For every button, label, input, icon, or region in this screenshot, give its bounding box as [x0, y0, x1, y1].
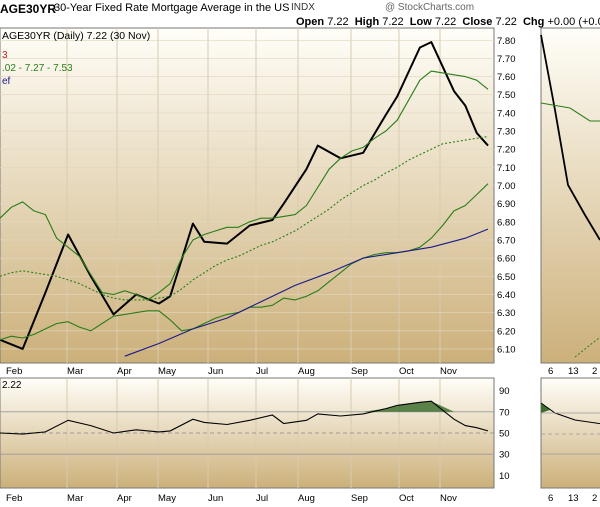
rsi-label: 2.22 — [2, 380, 22, 391]
legend-line-4: ef — [2, 76, 11, 87]
rsi-x-tick-label: Feb — [6, 493, 22, 504]
y-tick-label: 6.80 — [497, 217, 516, 228]
rsi-x-tick-label: Jul — [256, 493, 268, 504]
rsi-y-tick-label: 90 — [499, 386, 510, 397]
exchange-label: INDX — [291, 2, 315, 13]
rsi-x-tick-label: Oct — [399, 493, 414, 504]
y-tick-label: 7.40 — [497, 108, 516, 119]
right-upper-band-line — [540, 102, 600, 122]
x-tick-label: May — [158, 366, 176, 377]
right-rsi-line — [540, 402, 600, 425]
y-tick-label: 6.40 — [497, 290, 516, 301]
x-tick-label: Jun — [208, 366, 223, 377]
legend-line-3: .02 - 7.27 - 7.53 — [2, 63, 73, 74]
rsi-x-tick-label: Apr — [117, 493, 132, 504]
right-x-tick-label: 13 — [568, 366, 579, 377]
right-rsi-x-tick-label: 6 — [548, 493, 553, 504]
y-tick-label: 7.00 — [497, 181, 516, 192]
y-tick-label: 7.50 — [497, 90, 516, 101]
y-tick-label: 6.60 — [497, 254, 516, 265]
y-tick-label: 6.50 — [497, 272, 516, 283]
x-tick-label: Apr — [117, 366, 132, 377]
y-tick-label: 6.70 — [497, 235, 516, 246]
copyright-text: @ StockCharts.com — [385, 2, 475, 13]
rsi-x-tick-label: Mar — [67, 493, 83, 504]
price-line — [0, 41, 489, 350]
bollinger-upper-line — [0, 70, 489, 301]
right-rsi-plot-background — [540, 377, 600, 489]
y-tick-label: 7.70 — [497, 54, 516, 65]
rsi-x-tick-label: Sep — [351, 493, 368, 504]
price-plot-background — [0, 27, 495, 364]
rsi-overbought-fill — [0, 401, 488, 412]
legend-line-2: 3 — [2, 50, 8, 61]
y-tick-label: 7.30 — [497, 127, 516, 138]
y-tick-label: 6.90 — [497, 199, 516, 210]
rsi-x-tick-label: Aug — [298, 493, 315, 504]
y-tick-label: 7.10 — [497, 163, 516, 174]
y-tick-label: 6.10 — [497, 344, 516, 355]
rsi-y-tick-label: 10 — [499, 471, 510, 482]
ticker-symbol: AGE30YR — [0, 2, 57, 16]
sma200-line — [124, 228, 489, 357]
rsi-y-tick-label: 70 — [499, 407, 510, 418]
right-x-tick-label: 6 — [548, 366, 553, 377]
right-rsi-x-tick-label: 13 — [568, 493, 579, 504]
legend-line-1: AGE30YR (Daily) 7.22 (30 Nov) — [2, 30, 150, 42]
rsi-y-tick-label: 30 — [499, 450, 510, 461]
ohlc-readout: Open 7.22 High 7.22 Low 7.22 Close 7.22 … — [296, 16, 600, 28]
rsi-line — [0, 400, 489, 435]
sma50-line — [0, 135, 489, 301]
y-tick-label: 7.60 — [497, 72, 516, 83]
y-tick-label: 6.30 — [497, 308, 516, 319]
rsi-x-tick-label: Nov — [440, 493, 457, 504]
x-tick-label: Feb — [6, 366, 22, 377]
x-tick-label: Mar — [67, 366, 83, 377]
rsi-x-tick-label: May — [158, 493, 176, 504]
y-tick-label: 7.80 — [497, 36, 516, 47]
right-x-tick-label: 2 — [592, 366, 597, 377]
y-tick-label: 6.20 — [497, 326, 516, 337]
rsi-x-tick-label: Jun — [208, 493, 223, 504]
x-tick-label: Jul — [256, 366, 268, 377]
right-rsi-fill — [541, 403, 550, 413]
right-price-line — [540, 34, 600, 241]
rsi-y-tick-label: 50 — [499, 429, 510, 440]
x-tick-label: Nov — [440, 366, 457, 377]
y-tick-label: 7.20 — [497, 145, 516, 156]
x-tick-label: Aug — [298, 366, 315, 377]
right-rsi-x-tick-label: 2 — [592, 493, 597, 504]
chart-description: 30-Year Fixed Rate Mortgage Average in t… — [54, 2, 290, 14]
x-tick-label: Sep — [351, 366, 368, 377]
chart-header: AGE30YR 30-Year Fixed Rate Mortgage Aver… — [0, 0, 600, 30]
x-tick-label: Oct — [399, 366, 414, 377]
